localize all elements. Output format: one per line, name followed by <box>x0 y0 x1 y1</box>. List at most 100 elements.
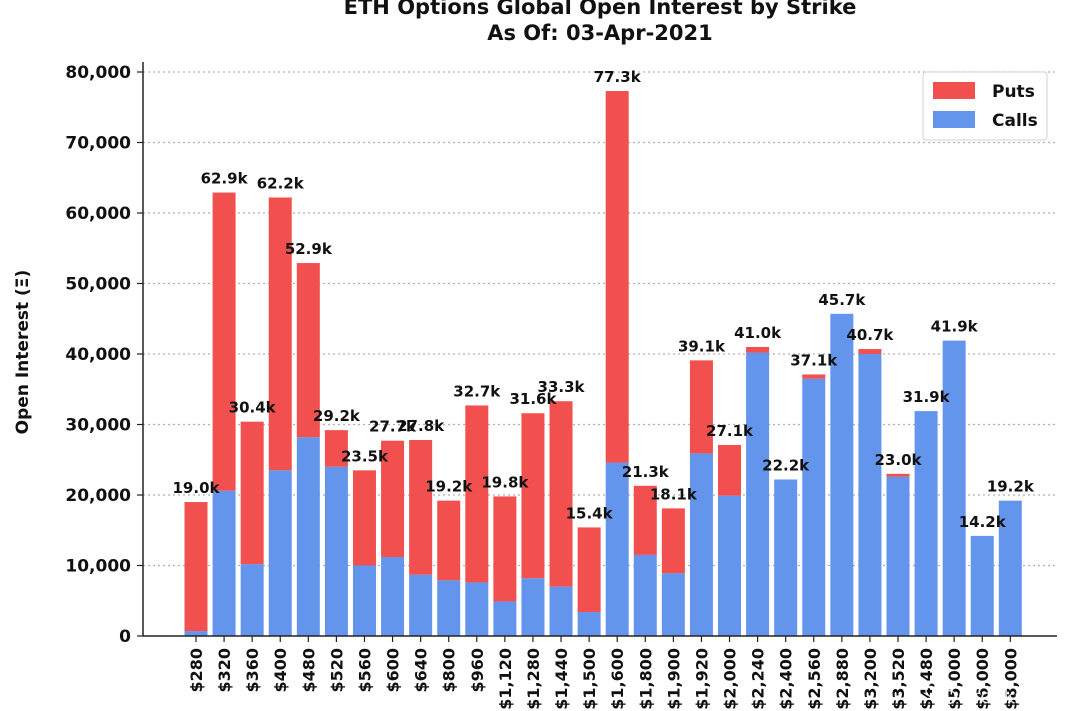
bar-calls <box>802 378 826 636</box>
x-tick-label: $480 <box>299 648 318 693</box>
data-label: 52.9k <box>285 240 333 258</box>
chart-title-line: As Of: 03-Apr-2021 <box>487 21 713 45</box>
x-tick-label: $1,800 <box>636 648 655 710</box>
data-label: 27.1k <box>706 422 754 440</box>
watermark-text: Greeks <box>958 686 1024 708</box>
bar-calls <box>521 578 545 636</box>
x-tick-label: $4,480 <box>917 648 936 710</box>
bar-puts <box>577 527 601 613</box>
x-tick-label: $280 <box>187 648 206 693</box>
bar-calls <box>577 612 601 636</box>
bar-calls <box>605 462 629 636</box>
bar-puts <box>465 405 489 583</box>
legend-swatch-puts <box>933 82 975 99</box>
data-label: 14.2k <box>959 513 1007 531</box>
x-tick-label: $800 <box>440 648 459 693</box>
data-label: 33.3k <box>538 378 586 396</box>
bar-puts <box>549 401 573 587</box>
bar-puts <box>324 430 348 467</box>
bar-calls <box>184 631 208 636</box>
bar-puts <box>212 192 236 491</box>
data-label: 30.4k <box>229 399 277 417</box>
bar-puts <box>718 444 742 496</box>
x-tick-label: $3,200 <box>861 648 880 710</box>
y-axis-ticks: 0 10,000 20,000 30,000 40,000 50,000 60,000 70,… <box>65 63 143 647</box>
bar-calls <box>774 479 798 636</box>
bar-puts <box>661 508 685 574</box>
bar-calls <box>886 476 910 636</box>
legend: Puts Calls <box>922 71 1048 141</box>
bar-puts <box>858 349 882 354</box>
y-tick-label: 70,000 <box>65 134 131 154</box>
watermark: Greeks <box>925 681 1024 708</box>
bar-calls <box>746 352 770 636</box>
x-tick-label: $1,120 <box>496 648 515 710</box>
x-tick-label: $640 <box>412 648 431 693</box>
data-label: 40.7k <box>846 326 894 344</box>
data-label: 62.2k <box>257 174 305 192</box>
bar-puts <box>802 374 826 379</box>
data-label: 19.2k <box>425 478 473 496</box>
data-label: 31.6k <box>509 390 557 408</box>
x-tick-label: $1,500 <box>580 648 599 710</box>
legend-label-puts: Puts <box>992 82 1035 102</box>
x-tick-label: $3,520 <box>889 648 908 710</box>
bar-calls <box>465 582 489 636</box>
data-label: 23.5k <box>341 447 389 465</box>
bar-puts <box>437 500 461 581</box>
bar-calls <box>914 411 938 636</box>
bar-calls <box>296 437 320 636</box>
bar-calls <box>970 535 994 636</box>
chart-title-line: ETH Options Global Open Interest by Stri… <box>344 0 857 19</box>
bar-calls <box>633 554 657 636</box>
y-tick-label: 0 <box>119 627 131 647</box>
y-tick-label: 60,000 <box>65 204 131 224</box>
x-tick-label: $2,560 <box>805 648 824 710</box>
bar-calls <box>718 495 742 636</box>
data-label: 27.7k <box>369 418 417 436</box>
wechat-bubble-small <box>939 689 957 705</box>
axes <box>142 62 1057 637</box>
data-labels: 19.0k 62.9k 30.4k 62.2k 52.9k 29.2k 23.5k 27.7k… <box>173 68 1035 531</box>
data-label: 41.0k <box>734 324 782 342</box>
bar-puts <box>746 346 770 353</box>
y-axis-label: Open Interest (Ξ) <box>13 270 33 435</box>
x-tick-label: $1,600 <box>608 648 627 710</box>
x-tick-label: $2,880 <box>833 648 852 710</box>
chart-title: ETH Options Global Open Interest by Stri… <box>344 0 857 45</box>
bar-puts <box>605 91 629 463</box>
bar-puts <box>689 360 713 454</box>
data-label: 45.7k <box>818 291 866 309</box>
bar-calls <box>998 500 1022 636</box>
bar-calls <box>240 564 264 636</box>
x-tick-label: $2,240 <box>749 648 768 710</box>
x-tick-label: $1,920 <box>692 648 711 710</box>
y-tick-label: 10,000 <box>65 557 131 577</box>
data-label: 23.0k <box>875 451 923 469</box>
x-tick-label: $600 <box>384 648 403 693</box>
x-tick-label: $5,000 <box>945 648 964 710</box>
y-tick-label: 40,000 <box>65 345 131 365</box>
bar-calls <box>493 601 517 636</box>
bar-puts <box>633 485 657 555</box>
bar-calls <box>942 340 966 636</box>
data-label: 18.1k <box>650 485 698 503</box>
x-tick-label: $320 <box>215 648 234 693</box>
bar-calls <box>212 490 236 636</box>
bar-calls <box>268 470 292 636</box>
bar-calls <box>689 453 713 636</box>
x-tick-label: $6,000 <box>973 648 992 710</box>
bar-puts <box>296 263 320 438</box>
y-tick-label: 80,000 <box>65 63 131 83</box>
data-label: 37.1k <box>790 351 838 369</box>
bar-calls <box>858 354 882 636</box>
y-tick-label: 50,000 <box>65 275 131 295</box>
x-tick-label: $2,400 <box>777 648 796 710</box>
x-axis-ticks: $280 $320 $360 $400 $480 $520 $560 $600 $640 $800… <box>187 636 1020 710</box>
legend-label-calls: Calls <box>992 111 1038 131</box>
bar-calls <box>830 313 854 636</box>
bar-calls <box>352 565 376 636</box>
y-tick-label: 20,000 <box>65 486 131 506</box>
data-label: 29.2k <box>313 407 361 425</box>
